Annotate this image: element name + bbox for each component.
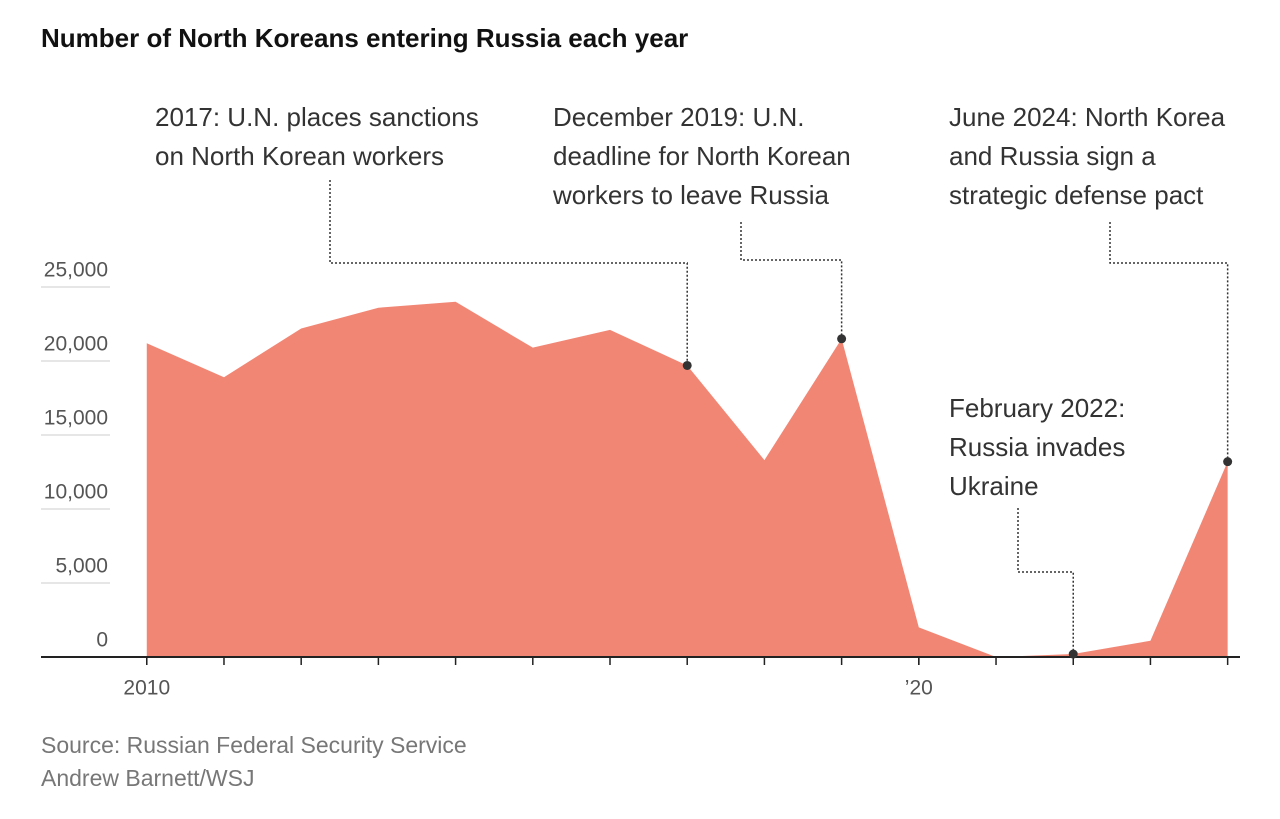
- annotation-text: December 2019: U.N.: [553, 102, 804, 132]
- annotation-text: 2017: U.N. places sanctions: [155, 102, 479, 132]
- chart-title: Number of North Koreans entering Russia …: [41, 23, 688, 53]
- y-tick-label: 15,000: [44, 407, 108, 430]
- y-tick-label: 0: [96, 629, 108, 652]
- leader-line: [740, 222, 843, 339]
- annotation-dot: [1068, 649, 1078, 659]
- y-tick-label: 5,000: [55, 555, 108, 578]
- x-tick-label: ’20: [905, 677, 933, 700]
- annotation-dot: [682, 360, 692, 370]
- y-tick-label: 20,000: [44, 333, 108, 356]
- annotation-text: June 2024: North Korea: [949, 102, 1226, 132]
- x-tick-label: 2010: [123, 677, 170, 700]
- annotation-text: strategic defense pact: [949, 180, 1204, 210]
- area: [146, 301, 1228, 657]
- annotation-text: February 2022:: [949, 393, 1125, 423]
- y-tick-label: 25,000: [44, 259, 108, 282]
- y-tick-label: 10,000: [44, 481, 108, 504]
- annotation-text: workers to leave Russia: [552, 180, 830, 210]
- leader-line: [1109, 222, 1229, 462]
- leader-line: [1017, 508, 1074, 655]
- annotation-dot: [1223, 457, 1233, 467]
- annotation-text: and Russia sign a: [949, 141, 1156, 171]
- annotation-text: deadline for North Korean: [553, 141, 851, 171]
- source: Source: Russian Federal Security Service: [41, 732, 467, 758]
- annotation-text: Ukraine: [949, 471, 1039, 501]
- annotation-dot: [837, 334, 847, 344]
- leader-line: [329, 180, 688, 366]
- annotation-text: Russia invades: [949, 432, 1125, 462]
- annotation-text: on North Korean workers: [155, 141, 444, 171]
- source: Andrew Barnett/WSJ: [41, 765, 254, 791]
